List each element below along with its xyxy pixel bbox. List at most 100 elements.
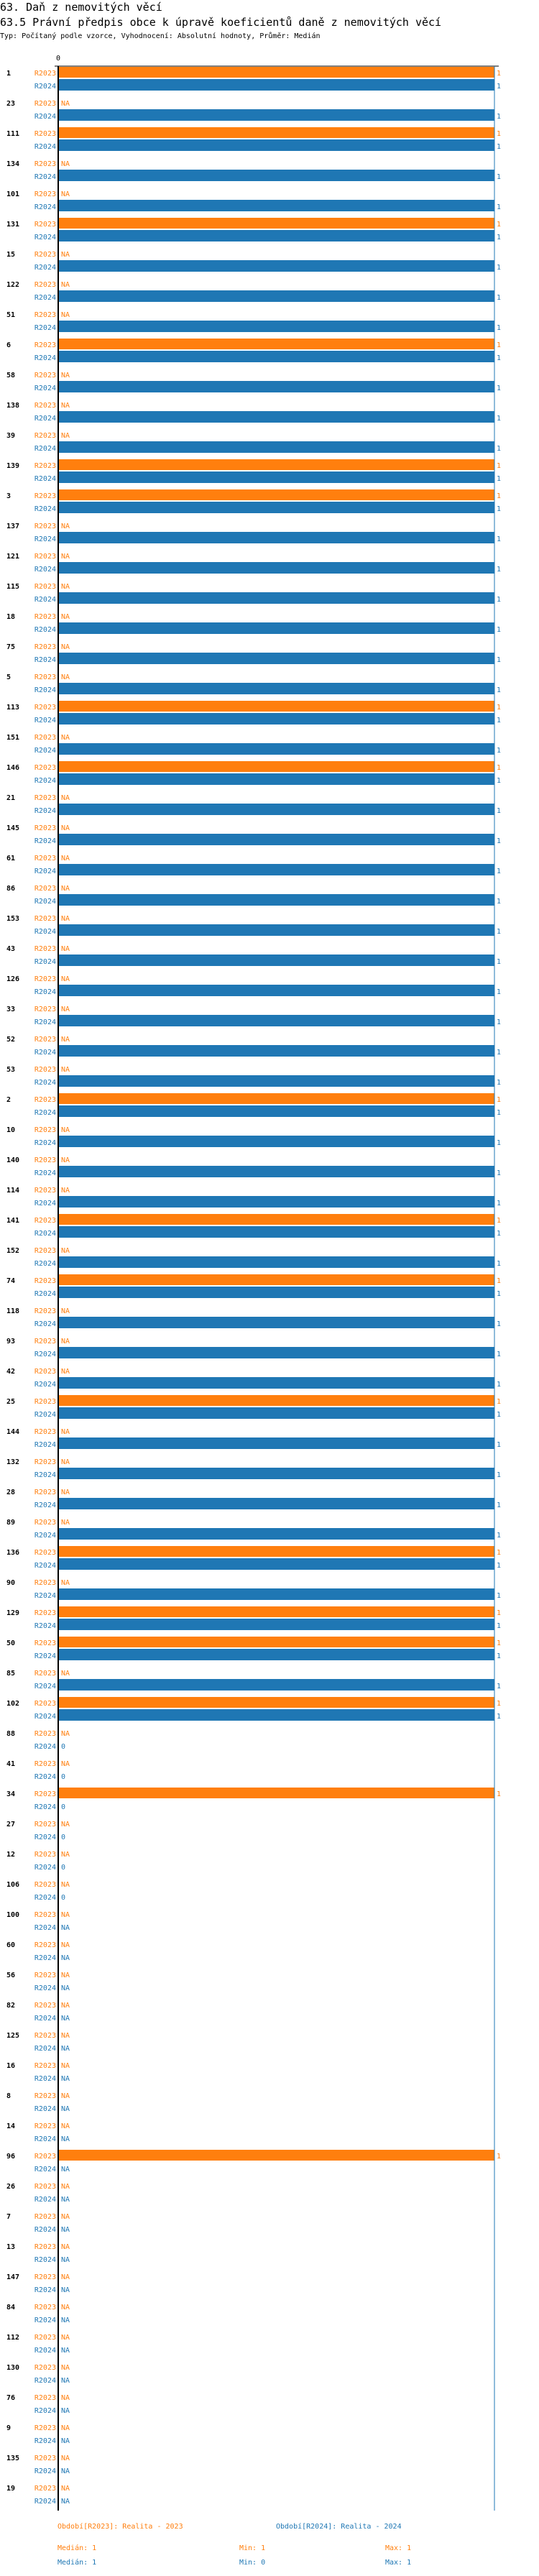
series-label-r2024: R2024	[34, 445, 56, 453]
group-label: 151	[6, 734, 19, 742]
na-label: NA	[61, 2002, 70, 2010]
bar-r2024	[59, 109, 494, 121]
group-label: 5	[6, 673, 11, 681]
bar-r2024	[59, 713, 494, 724]
series-label-r2024: R2024	[34, 837, 56, 845]
value-label: 1	[497, 807, 501, 815]
na-label: NA	[61, 1670, 70, 1678]
na-label: NA	[61, 915, 70, 923]
na-label: NA	[61, 2273, 70, 2281]
na-label: NA	[61, 1187, 70, 1195]
value-label: 1	[497, 173, 501, 181]
series-label-r2024: R2024	[34, 1954, 56, 1962]
value-label: 1	[497, 70, 501, 78]
group-label: 88	[6, 1730, 15, 1738]
series-label-r2023: R2023	[34, 1941, 56, 1949]
series-label-r2023: R2023	[34, 1126, 56, 1134]
bar-r2024	[59, 1679, 494, 1690]
series-label-r2023: R2023	[34, 341, 56, 349]
series-label-r2024: R2024	[34, 1260, 56, 1268]
series-label-r2024: R2024	[34, 656, 56, 664]
series-label-r2024: R2024	[34, 1713, 56, 1721]
bar-r2023	[59, 1395, 494, 1406]
na-label: NA	[61, 1428, 70, 1436]
value-label: 0	[61, 1894, 65, 1902]
value-label: 1	[497, 1260, 501, 1268]
series-label-r2024: R2024	[34, 2015, 56, 2023]
group-label: 152	[6, 1247, 19, 1255]
value-label: 1	[497, 83, 501, 91]
series-label-r2023: R2023	[34, 1338, 56, 1346]
group-label: 96	[6, 2153, 15, 2161]
series-label-r2024: R2024	[34, 2075, 56, 2083]
na-label: NA	[61, 402, 70, 410]
value-label: 1	[497, 475, 501, 483]
series-label-r2023: R2023	[34, 2243, 56, 2251]
series-label-r2024: R2024	[34, 475, 56, 483]
value-label: 1	[497, 1049, 501, 1057]
group-label: 140	[6, 1156, 19, 1164]
series-label-r2023: R2023	[34, 1881, 56, 1889]
group-label: 112	[6, 2334, 19, 2342]
value-label: 1	[497, 747, 501, 755]
legend-r2023-title: Období[R2023]: Realita - 2023	[57, 2523, 183, 2531]
na-label: NA	[61, 2485, 70, 2493]
bar-r2024	[59, 502, 494, 513]
na-label: NA	[61, 2407, 70, 2415]
series-label-r2023: R2023	[34, 794, 56, 802]
group-label: 134	[6, 160, 19, 168]
series-label-r2023: R2023	[34, 1821, 56, 1828]
series-label-r2023: R2023	[34, 1639, 56, 1647]
group-label: 74	[6, 1277, 15, 1285]
series-label-r2023: R2023	[34, 1036, 56, 1044]
series-label-r2023: R2023	[34, 1368, 56, 1376]
group-label: 3	[6, 492, 11, 500]
na-label: NA	[61, 1066, 70, 1074]
group-label: 139	[6, 462, 19, 470]
legend-r2023-min: Min: 1	[239, 2544, 266, 2552]
na-label: NA	[61, 1156, 70, 1164]
value-label: 1	[497, 566, 501, 574]
series-label-r2023: R2023	[34, 190, 56, 198]
group-label: 131	[6, 221, 19, 229]
series-label-r2024: R2024	[34, 1622, 56, 1630]
na-label: NA	[61, 1579, 70, 1587]
value-label: 1	[497, 492, 501, 500]
group-label: 43	[6, 945, 15, 953]
series-label-r2023: R2023	[34, 2153, 56, 2161]
series-label-r2024: R2024	[34, 2498, 56, 2506]
series-label-r2023: R2023	[34, 1549, 56, 1557]
series-label-r2024: R2024	[34, 2377, 56, 2385]
na-label: NA	[61, 734, 70, 742]
bar-r2024	[59, 804, 494, 815]
series-label-r2023: R2023	[34, 885, 56, 893]
series-label-r2024: R2024	[34, 2105, 56, 2113]
group-label: 6	[6, 341, 11, 349]
bar-r2024	[59, 1438, 494, 1449]
bar-r2024	[59, 290, 494, 302]
bar-r2023	[59, 1214, 494, 1225]
series-label-r2024: R2024	[34, 324, 56, 332]
na-label: NA	[61, 2304, 70, 2312]
bar-r2024	[59, 1196, 494, 1208]
bar-r2024	[59, 139, 494, 151]
na-label: NA	[61, 432, 70, 440]
series-label-r2023: R2023	[34, 1489, 56, 1496]
na-label: NA	[61, 2213, 70, 2221]
bar-r2023	[59, 1637, 494, 1647]
series-label-r2023: R2023	[34, 1247, 56, 1255]
na-label: NA	[61, 2226, 70, 2234]
group-label: 33	[6, 1006, 15, 1013]
value-label: 1	[497, 1290, 501, 1298]
series-label-r2024: R2024	[34, 1743, 56, 1751]
series-label-r2023: R2023	[34, 1851, 56, 1859]
value-label: 1	[497, 113, 501, 121]
group-label: 153	[6, 915, 19, 923]
value-label: 0	[61, 1803, 65, 1811]
na-label: NA	[61, 643, 70, 651]
value-label: 1	[497, 1532, 501, 1540]
series-label-r2024: R2024	[34, 505, 56, 513]
group-label: 93	[6, 1338, 15, 1346]
series-label-r2023: R2023	[34, 2485, 56, 2493]
legend-r2024-median: Medián: 1	[57, 2559, 97, 2567]
